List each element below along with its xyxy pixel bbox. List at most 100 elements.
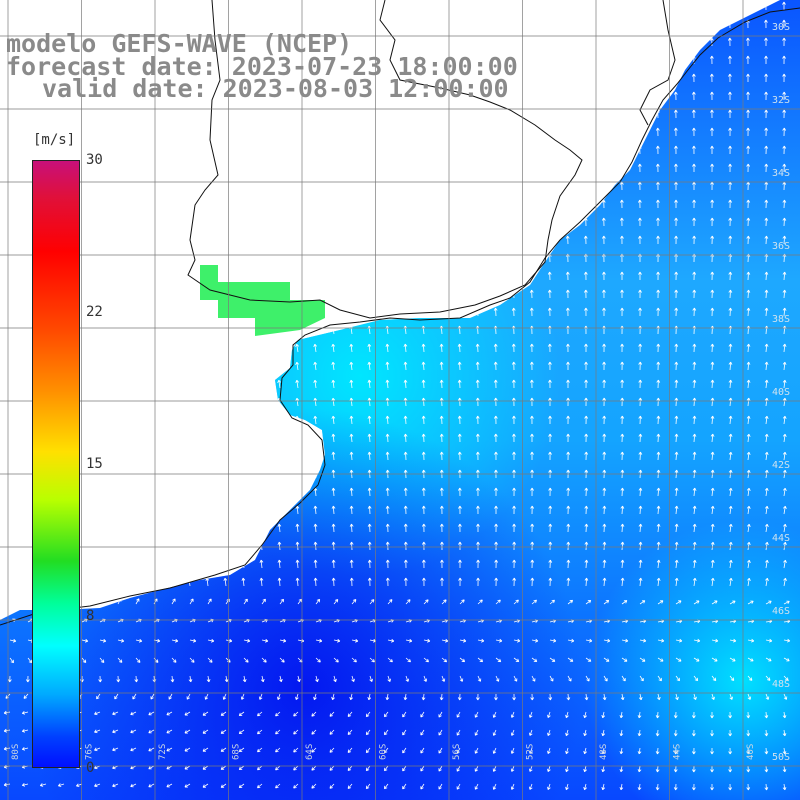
wind-arrow xyxy=(692,523,697,533)
wind-arrow xyxy=(729,600,736,605)
wind-arrow xyxy=(293,747,299,753)
wind-arrow xyxy=(277,271,281,281)
wind-arrow xyxy=(205,379,209,389)
wind-arrow xyxy=(727,37,732,47)
wind-arrow xyxy=(96,182,101,191)
wind-arrow xyxy=(367,145,371,155)
wind-arrow xyxy=(114,164,119,173)
wind-arrow xyxy=(313,523,318,533)
wind-arrow xyxy=(710,451,715,461)
wind-arrow xyxy=(351,657,357,663)
wind-arrow xyxy=(710,415,715,425)
wind-arrow xyxy=(675,638,683,643)
wind-arrow xyxy=(3,710,11,715)
wind-arrow xyxy=(439,343,444,353)
wind-arrow xyxy=(367,289,372,299)
wind-arrow xyxy=(6,326,11,335)
wind-arrow xyxy=(97,523,101,533)
wind-arrow xyxy=(202,783,209,788)
wind-arrow xyxy=(294,181,299,191)
wind-arrow xyxy=(637,1,642,11)
wind-arrow xyxy=(385,307,390,317)
wind-arrow xyxy=(168,200,173,209)
wind-arrow xyxy=(458,577,462,587)
wind-arrow xyxy=(24,20,29,29)
wind-arrow xyxy=(493,307,498,317)
wind-arrow xyxy=(619,145,624,155)
wind-arrow xyxy=(3,728,11,733)
wind-arrow xyxy=(132,20,137,29)
wind-arrow xyxy=(494,693,498,701)
wind-arrow xyxy=(207,657,213,663)
wind-arrow xyxy=(510,711,515,718)
wind-arrow xyxy=(96,236,101,245)
wind-arrow xyxy=(782,55,786,65)
wind-arrow xyxy=(601,783,606,791)
wind-arrow xyxy=(24,344,29,353)
wind-arrow xyxy=(638,415,643,425)
wind-arrow xyxy=(547,55,552,65)
wind-arrow xyxy=(531,599,537,605)
wind-arrow xyxy=(656,379,661,389)
wind-arrow xyxy=(619,127,624,137)
wind-arrow xyxy=(655,765,660,773)
wind-arrow xyxy=(367,271,372,281)
wind-arrow xyxy=(584,451,589,461)
wind-arrow xyxy=(601,145,606,155)
latitude-label: 46S xyxy=(772,606,790,617)
wind-arrow xyxy=(403,693,408,701)
wind-arrow xyxy=(241,523,246,533)
wind-arrow xyxy=(423,675,428,682)
wind-arrow xyxy=(764,109,769,119)
wind-arrow xyxy=(222,217,227,227)
wind-arrow xyxy=(475,145,480,155)
wind-arrow xyxy=(9,657,14,664)
wind-arrow xyxy=(656,415,661,425)
wind-arrow xyxy=(782,109,787,119)
wind-arrow xyxy=(585,600,592,605)
wind-arrow xyxy=(186,307,191,317)
wind-arrow xyxy=(331,361,336,371)
wind-arrow xyxy=(349,361,354,371)
wind-arrow xyxy=(188,675,193,683)
wind-arrow xyxy=(403,577,408,587)
wind-arrow xyxy=(313,577,318,587)
wind-arrow xyxy=(565,271,570,281)
wind-arrow xyxy=(240,253,245,263)
wind-arrow xyxy=(294,109,299,119)
wind-arrow xyxy=(96,505,101,515)
wind-arrow xyxy=(24,559,29,569)
wind-arrow xyxy=(223,487,228,497)
wind-arrow xyxy=(547,73,552,83)
wind-arrow xyxy=(495,657,502,663)
wind-arrow xyxy=(403,379,408,389)
wind-arrow xyxy=(746,379,751,389)
wind-arrow xyxy=(240,235,245,245)
wind-arrow xyxy=(530,577,535,587)
wind-arrow xyxy=(655,19,660,29)
wind-arrow xyxy=(620,505,625,515)
wind-arrow xyxy=(420,747,425,754)
wind-arrow xyxy=(585,638,593,643)
wind-arrow xyxy=(457,693,462,701)
wind-arrow xyxy=(495,599,501,605)
wind-arrow xyxy=(313,541,318,551)
wind-arrow xyxy=(475,19,479,29)
wind-arrow xyxy=(548,379,552,389)
wind-arrow xyxy=(475,397,480,407)
wind-arrow xyxy=(475,379,480,389)
wind-arrow xyxy=(170,675,175,683)
wind-arrow xyxy=(168,325,173,335)
wind-arrow xyxy=(132,451,137,461)
wind-arrow xyxy=(148,783,155,788)
wind-arrow xyxy=(621,638,629,643)
wind-arrow xyxy=(114,218,119,227)
wind-arrow xyxy=(421,343,426,353)
wind-arrow xyxy=(475,415,480,425)
wind-arrow xyxy=(511,397,516,407)
wind-arrow xyxy=(657,693,661,701)
wind-arrow xyxy=(637,37,642,47)
wind-arrow xyxy=(728,523,733,533)
wind-arrow xyxy=(259,379,263,389)
